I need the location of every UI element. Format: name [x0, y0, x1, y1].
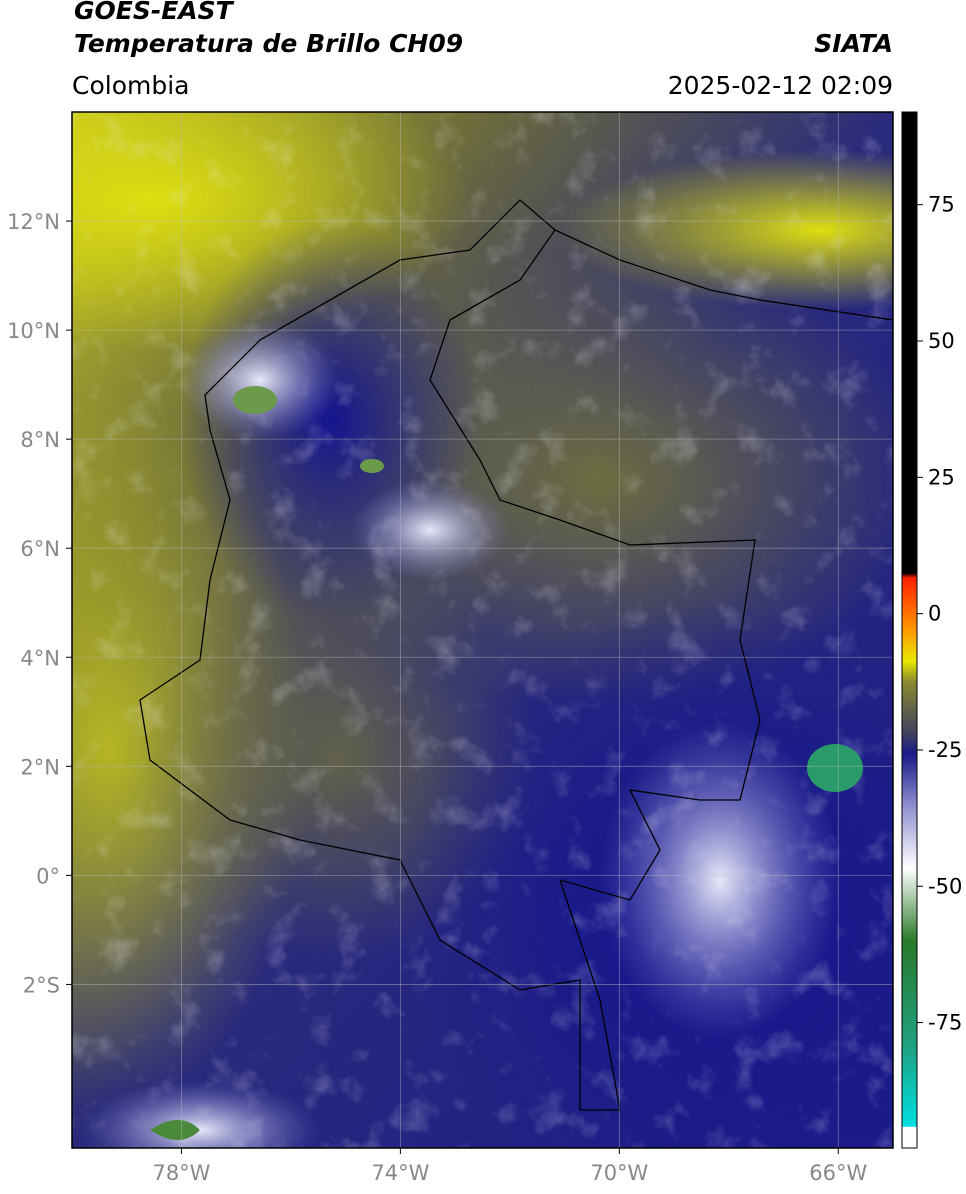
- lat-tick-label: 8°N: [20, 428, 60, 452]
- graticule: [66, 112, 893, 1154]
- lat-tick-label: 4°N: [20, 646, 60, 670]
- colorbar-tick-label: 75: [928, 193, 955, 217]
- lon-tick-label: 78°W: [152, 1161, 210, 1185]
- lat-tick-label: 10°N: [7, 319, 60, 343]
- region: Colombia: [72, 71, 189, 100]
- subtitle: Temperatura de Brillo CH09: [74, 29, 463, 58]
- colorbar-tick-label: 0: [928, 602, 941, 626]
- colorbar: [901, 111, 918, 1149]
- title: GOES-EAST: [74, 0, 235, 25]
- lat-tick-label: 6°N: [20, 537, 60, 561]
- lat-tick-label: 0°: [36, 864, 60, 888]
- satellite-image: [72, 112, 893, 1148]
- lon-tick-label: 70°W: [590, 1161, 648, 1185]
- lat-tick-label: 2°N: [20, 755, 60, 779]
- lon-tick-label: 74°W: [371, 1161, 429, 1185]
- colorbar-tick-label: -25: [928, 738, 962, 762]
- colorbar-tick-label: 50: [928, 329, 955, 353]
- datetime: 2025-02-12 02:09: [668, 71, 893, 100]
- colorbar-tick-label: -75: [928, 1011, 962, 1035]
- map-frame: [71, 111, 894, 1149]
- colorbar-tick-label: 25: [928, 465, 955, 489]
- lat-tick-label: 12°N: [7, 210, 60, 234]
- source: SIATA: [814, 29, 893, 58]
- colorbar-tick-label: -50: [928, 874, 962, 898]
- lat-tick-label: 2°S: [23, 973, 60, 997]
- lon-tick-label: 66°W: [809, 1161, 867, 1185]
